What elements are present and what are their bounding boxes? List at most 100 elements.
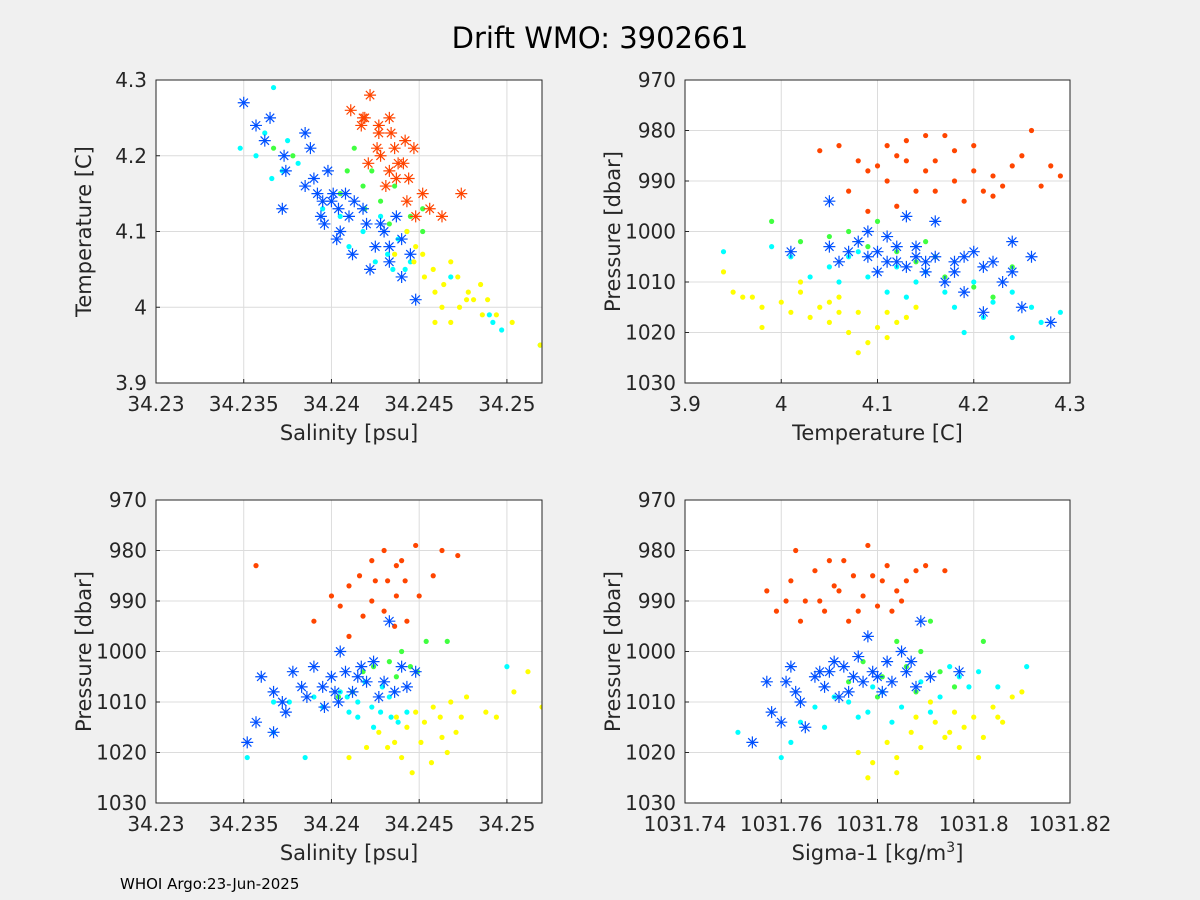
scatter-point-yellow: [483, 709, 489, 715]
scatter-point-yellow: [826, 319, 832, 325]
x-tick-label: 34.235: [209, 392, 279, 416]
x-tick-label: 34.24: [303, 392, 360, 416]
scatter-point-green: [386, 221, 392, 227]
scatter-point-yellow: [448, 259, 454, 265]
scatter-point-red: [1009, 163, 1015, 169]
x-axis-label: Sigma-1 [kg/m3]: [792, 840, 964, 865]
scatter-point-cyan: [788, 739, 794, 746]
axes-frame: [684, 79, 1071, 384]
scatter-star-blue: [900, 260, 913, 273]
scatter-star-blue: [409, 293, 422, 306]
scatter-star-blue: [409, 665, 422, 678]
scatter-star-red: [399, 134, 412, 147]
scatter-point-red: [850, 573, 857, 579]
scatter-point-yellow: [525, 669, 531, 675]
scatter-point-green: [923, 239, 929, 245]
scatter-point-cyan: [270, 84, 277, 91]
scatter-point-yellow: [990, 704, 996, 710]
scatter-star-blue: [367, 655, 380, 668]
scatter-point-red: [894, 588, 900, 594]
y-tick-label: 1010: [96, 690, 147, 714]
scatter-star-blue: [369, 240, 382, 253]
scatter-point-cyan: [388, 714, 394, 720]
scatter-point-yellow: [961, 724, 967, 730]
scatter-point-yellow: [817, 304, 823, 310]
scatter-star-blue: [847, 670, 860, 683]
scatter-star-blue: [334, 645, 347, 658]
scatter-point-red: [932, 158, 938, 164]
scatter-point-red: [898, 598, 905, 604]
scatter-point-yellow: [884, 309, 890, 315]
scatter-point-yellow: [980, 734, 986, 740]
scatter-star-blue: [307, 660, 320, 673]
scatter-point-green: [444, 638, 450, 645]
scatter-star-blue: [378, 225, 391, 238]
scatter-star-blue: [237, 96, 250, 109]
scatter-star-blue: [905, 655, 918, 668]
scatter-star-blue: [828, 655, 841, 668]
scatter-point-green: [769, 218, 775, 224]
scatter-star-blue: [255, 670, 268, 683]
scatter-point-yellow: [778, 299, 784, 305]
scatter-star-blue: [300, 690, 313, 703]
x-tick-label: 1031.76: [740, 812, 823, 836]
scatter-point-red: [951, 148, 958, 154]
subplot-1: 34.23 34.235 34.24 34.245 34.25 3.9 4 4.1 4.2 4.3…: [72, 68, 543, 445]
scatter-point-yellow: [413, 244, 419, 250]
scatter-star-red: [358, 111, 371, 124]
scatter-point-yellow: [376, 729, 382, 735]
scatter-point-green: [351, 145, 357, 151]
scatter-point-red: [913, 188, 919, 194]
scatter-point-red: [874, 603, 881, 609]
y-axis-label: Pressure [dbar]: [601, 151, 625, 312]
scatter-star-blue: [784, 245, 797, 258]
scatter-point-yellow: [1019, 689, 1025, 695]
scatter-star-blue: [977, 306, 990, 319]
scatter-star-blue: [958, 250, 971, 263]
x-tick-label: 1031.78: [836, 812, 919, 836]
scatter-star-blue: [910, 680, 922, 693]
scatter-point-red: [783, 598, 789, 604]
scatter-star-blue: [357, 202, 370, 215]
scatter-point-yellow: [740, 294, 746, 300]
scatter-point-green: [971, 284, 977, 290]
scatter-star-blue: [789, 685, 802, 698]
scatter-point-cyan: [360, 228, 366, 235]
scatter-point-red: [889, 608, 895, 614]
scatter-star-blue: [360, 675, 373, 688]
scatter-point-cyan: [942, 289, 948, 295]
scatter-point-green: [894, 638, 900, 645]
scatter-point-red: [903, 138, 909, 144]
scatter-point-yellow: [788, 309, 794, 315]
scatter-star-blue: [852, 235, 865, 248]
scatter-star-blue: [318, 217, 331, 230]
scatter-star-red: [344, 104, 357, 117]
y-tick-label: 1020: [625, 321, 676, 345]
data-points: [241, 542, 542, 776]
scatter-star-blue: [881, 255, 894, 268]
scatter-point-cyan: [253, 153, 259, 159]
scatter-point-red: [381, 608, 387, 614]
scatter-point-green: [420, 228, 426, 235]
scatter-point-red: [797, 618, 804, 624]
scatter-star-blue: [876, 685, 889, 698]
y-tick-label: 3.9: [115, 371, 147, 395]
scatter-point-cyan: [937, 694, 943, 700]
scatter-star-blue: [316, 195, 329, 208]
scatter-point-yellow: [971, 714, 977, 720]
scatter-star-blue: [286, 665, 299, 678]
scatter-point-cyan: [927, 709, 934, 715]
scatter-star-red: [364, 89, 377, 102]
scatter-point-yellow: [537, 342, 542, 348]
x-tick-label: 4.3: [1054, 392, 1086, 416]
scatter-point-red: [990, 173, 996, 179]
scatter-point-cyan: [884, 289, 890, 295]
scatter-star-red: [385, 127, 398, 140]
scatter-star-blue: [871, 245, 884, 258]
scatter-star-blue: [311, 187, 324, 200]
scatter-point-yellow: [453, 729, 459, 735]
scatter-point-yellow: [421, 719, 428, 725]
scatter-point-red: [846, 618, 852, 624]
scatter-star-blue: [295, 680, 308, 693]
scatter-point-cyan: [898, 704, 905, 710]
